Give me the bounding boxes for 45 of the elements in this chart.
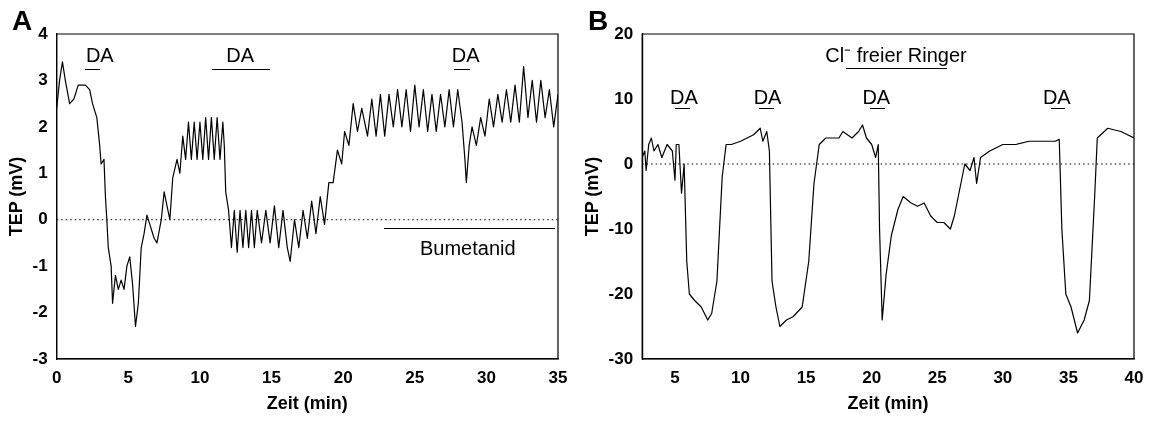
annotation: DA xyxy=(1042,85,1071,108)
y-tick-label: -30 xyxy=(608,348,634,368)
x-tick-label: 30 xyxy=(476,367,496,387)
annotation: DA xyxy=(226,43,255,66)
y-tick-label: -2 xyxy=(32,302,48,322)
x-axis-title: Zeit (min) xyxy=(266,393,348,414)
x-tick-label: 15 xyxy=(262,367,282,387)
x-tick-label: 15 xyxy=(796,367,816,387)
y-tick-label: 10 xyxy=(614,88,634,108)
x-tick-label: 35 xyxy=(548,367,568,387)
annotation: DA xyxy=(753,85,782,108)
y-tick-label: 1 xyxy=(38,162,48,182)
x-tick-label: 30 xyxy=(993,367,1013,387)
x-tick-label: 5 xyxy=(123,367,134,387)
x-axis-title: Zeit (min) xyxy=(847,393,929,414)
annotation: Bumetanid xyxy=(419,236,516,259)
y-tick-label: -10 xyxy=(608,218,634,238)
y-tick-label: -3 xyxy=(32,348,48,368)
annotation: DA xyxy=(862,85,891,108)
y-axis-title: TEP (mV) xyxy=(5,156,26,237)
chart-title: A xyxy=(12,4,33,36)
x-tick-label: 10 xyxy=(190,367,210,387)
x-tick-label: 35 xyxy=(1058,367,1078,387)
annotation: Cl⁻ freier Ringer xyxy=(825,43,967,66)
y-tick-label: 4 xyxy=(38,23,49,43)
y-tick-label: -1 xyxy=(32,255,48,275)
y-tick-label: 0 xyxy=(38,209,48,229)
annotation: DA xyxy=(451,43,480,66)
x-tick-label: 25 xyxy=(927,367,947,387)
x-tick-label: 20 xyxy=(333,367,353,387)
x-tick-label: 20 xyxy=(862,367,882,387)
y-tick-label: -20 xyxy=(608,283,634,303)
x-tick-label: 10 xyxy=(731,367,750,387)
y-tick-label: 3 xyxy=(38,70,48,90)
y-tick-label: 0 xyxy=(623,153,634,173)
x-tick-label: 40 xyxy=(1124,367,1144,387)
x-tick-label: 5 xyxy=(670,367,680,387)
x-tick-label: 25 xyxy=(405,367,425,387)
y-tick-label: 20 xyxy=(614,23,634,43)
y-axis-title: TEP (mV) xyxy=(581,156,602,237)
annotation: DA xyxy=(85,43,114,66)
x-tick-label: 0 xyxy=(51,367,62,387)
chart-title: B xyxy=(588,4,609,36)
annotation: DA xyxy=(670,85,698,108)
y-tick-label: 2 xyxy=(38,116,48,136)
